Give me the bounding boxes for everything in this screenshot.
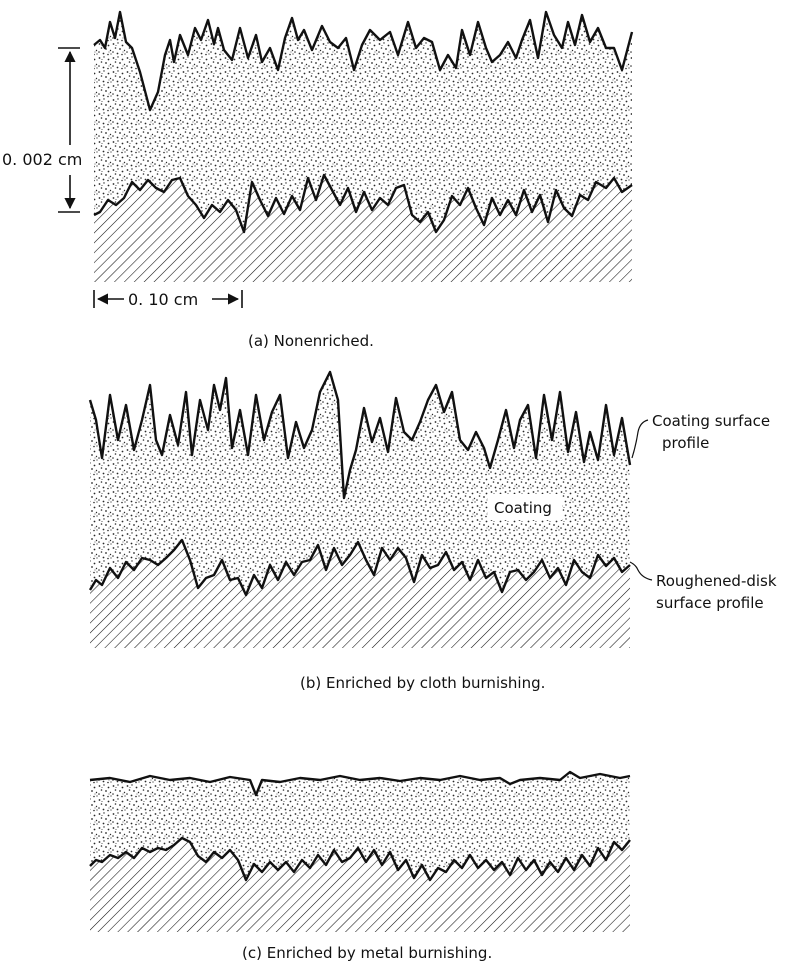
panel-b-coating bbox=[90, 372, 630, 595]
panel-a-coating bbox=[94, 12, 632, 232]
coating-surface-leader bbox=[631, 419, 649, 459]
panel-b-disk-surface-line bbox=[88, 538, 631, 597]
horizontal-dimension-label: 0. 10 cm bbox=[128, 290, 198, 309]
vertical-dimension-label: 0. 002 cm bbox=[2, 150, 82, 169]
horizontal-dimension: 0. 10 cm bbox=[93, 290, 243, 309]
panel-c-substrate bbox=[90, 838, 630, 932]
panel-c-disk-surface-line bbox=[89, 836, 631, 882]
panel-a-caption: (a) Nonenriched. bbox=[248, 332, 374, 350]
panel-b-substrate bbox=[90, 540, 630, 648]
coating-label: Coating bbox=[494, 499, 552, 517]
vertical-dimension: 0. 002 cm bbox=[2, 47, 82, 213]
panel-c-coating-surface-line bbox=[89, 770, 631, 797]
panel-b-coating-surface-line bbox=[88, 370, 632, 500]
disk-surface-leader bbox=[629, 561, 653, 581]
coating-surface-profile-label-line2: profile bbox=[662, 434, 709, 452]
panel-c-coating bbox=[90, 772, 630, 880]
panel-a: 0. 002 cm 0. 10 cm (a) Nonenriched. bbox=[2, 10, 634, 350]
disk-surface-profile-label-line2: surface profile bbox=[656, 594, 764, 612]
panel-a-disk-surface-line bbox=[93, 173, 633, 234]
panel-b: Coating Coating surface profile Roughene… bbox=[88, 370, 777, 692]
panel-c-caption: (c) Enriched by metal burnishing. bbox=[242, 944, 492, 962]
panel-b-caption: (b) Enriched by cloth burnishing. bbox=[300, 674, 545, 692]
panel-a-coating-surface-line bbox=[93, 10, 634, 112]
coating-label-bg bbox=[488, 494, 562, 520]
panel-c: (c) Enriched by metal burnishing. bbox=[89, 770, 631, 962]
disk-surface-profile-label-line1: Roughened-disk bbox=[656, 572, 777, 590]
coating-surface-profile-label-line1: Coating surface bbox=[652, 412, 770, 430]
